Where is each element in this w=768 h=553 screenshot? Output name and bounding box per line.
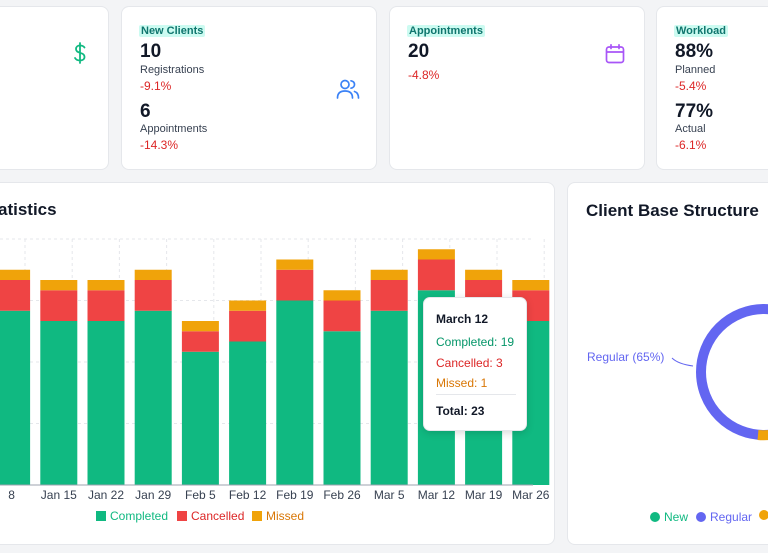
appointments-label: Appointments <box>140 123 208 135</box>
planned-value: 88% <box>675 41 714 62</box>
legend-cancelled-label: Cancelled <box>191 509 245 523</box>
actual-value: 77% <box>675 101 714 122</box>
kpi-card-new-clients: New Clients 10 Registrations -9.1% 6 App… <box>121 6 377 170</box>
bar-missed[interactable] <box>417 249 455 260</box>
tooltip-date: March 12 <box>436 312 489 326</box>
x-tick-label: Jan 22 <box>88 488 124 502</box>
bar-completed[interactable] <box>370 310 408 485</box>
statistics-title: atistics <box>0 200 57 219</box>
x-tick-label: Jan 15 <box>41 488 77 502</box>
bar-cancelled[interactable] <box>181 331 219 352</box>
legend-third <box>759 510 768 520</box>
x-tick-label: Mar 12 <box>418 488 456 502</box>
kpi-label: New Clients <box>139 25 206 37</box>
bar-missed[interactable] <box>229 300 267 311</box>
bar-missed[interactable] <box>181 321 219 332</box>
planned-label: Planned <box>675 64 716 76</box>
bar-missed[interactable] <box>134 269 172 280</box>
tooltip-completed: Completed: 19 <box>436 335 515 349</box>
legend-new: New <box>650 510 688 524</box>
appointments-total: 20 <box>408 41 430 62</box>
bar-completed[interactable] <box>87 321 125 485</box>
kpi-label: Appointments <box>407 25 485 37</box>
legend-regular: Regular <box>696 510 752 524</box>
bar-cancelled[interactable] <box>276 269 314 301</box>
bar-completed[interactable] <box>40 321 78 485</box>
kpi-label: Workload <box>674 25 728 37</box>
bar-completed[interactable] <box>134 310 172 485</box>
bar-cancelled[interactable] <box>229 310 267 342</box>
bar-completed[interactable] <box>229 341 267 486</box>
legend-missed: Missed <box>252 509 304 523</box>
actual-label: Actual <box>675 123 706 135</box>
kpi-card-revenue <box>0 6 109 170</box>
users-icon <box>336 79 360 99</box>
appointments-value: 6 <box>140 101 151 122</box>
bar-missed[interactable] <box>87 280 125 291</box>
client-base-title: Client Base Structure <box>586 201 759 220</box>
bar-missed[interactable] <box>512 280 550 291</box>
legend-new-label: New <box>664 510 689 524</box>
x-tick-label: Feb 5 <box>185 488 216 502</box>
bar-cancelled[interactable] <box>87 290 125 321</box>
bar-missed[interactable] <box>40 280 78 291</box>
tooltip-cancelled: Cancelled: 3 <box>436 356 503 370</box>
bar-cancelled[interactable] <box>40 290 78 321</box>
x-tick-label: Feb 19 <box>276 488 314 502</box>
bar-completed[interactable] <box>276 300 314 486</box>
bar-completed[interactable] <box>181 351 219 485</box>
legend-cancelled: Cancelled <box>177 509 244 523</box>
registrations-change: -9.1% <box>140 79 172 93</box>
bar-cancelled[interactable] <box>417 259 455 291</box>
dollar-icon <box>74 42 86 64</box>
legend-completed: Completed <box>96 509 168 523</box>
bar-cancelled[interactable] <box>323 300 361 332</box>
bar-missed[interactable] <box>323 290 361 301</box>
x-tick-label: Feb 26 <box>323 488 361 502</box>
chart-tooltip: March 12 Completed: 19 Cancelled: 3 Miss… <box>423 297 527 431</box>
legend-regular-label: Regular <box>710 510 753 524</box>
registrations-value: 10 <box>140 41 162 62</box>
client-base-card: Client Base Structure Regular (65%) New … <box>567 182 768 545</box>
bar-missed[interactable] <box>276 259 314 270</box>
kpi-card-appointments: Appointments 20 -4.8% <box>389 6 645 170</box>
regular-segment-label: Regular (65%) <box>587 350 665 364</box>
bar-missed[interactable] <box>465 269 503 280</box>
appointments-change: -14.3% <box>140 138 179 152</box>
x-tick-label: 8 <box>8 488 15 502</box>
tooltip-total: Total: 23 <box>436 404 485 418</box>
legend-missed-label: Missed <box>266 509 305 523</box>
registrations-label: Registrations <box>140 64 205 76</box>
tooltip-missed: Missed: 1 <box>436 376 488 390</box>
x-tick-label: Mar 19 <box>465 488 503 502</box>
x-tick-label: Jan 29 <box>135 488 171 502</box>
planned-change: -5.4% <box>675 79 707 93</box>
tooltip-divider <box>436 394 516 395</box>
bar-cancelled[interactable] <box>134 280 172 311</box>
kpi-card-workload: Workload 88% Planned -5.4% 77% Actual -6… <box>656 6 768 170</box>
actual-change: -6.1% <box>675 138 707 152</box>
bar-completed[interactable] <box>0 310 31 485</box>
calendar-icon <box>605 43 625 64</box>
bar-completed[interactable] <box>323 331 361 485</box>
bar-cancelled[interactable] <box>370 280 408 311</box>
appointments-total-change: -4.8% <box>408 68 440 82</box>
bar-cancelled[interactable] <box>0 280 31 311</box>
bar-missed[interactable] <box>370 269 408 280</box>
legend-completed-label: Completed <box>110 509 169 523</box>
client-base-donut <box>671 304 768 441</box>
x-tick-label: Mar 5 <box>374 488 405 502</box>
x-tick-label: Feb 12 <box>229 488 267 502</box>
x-tick-label: Mar 26 <box>512 488 550 502</box>
bar-missed[interactable] <box>0 269 31 280</box>
